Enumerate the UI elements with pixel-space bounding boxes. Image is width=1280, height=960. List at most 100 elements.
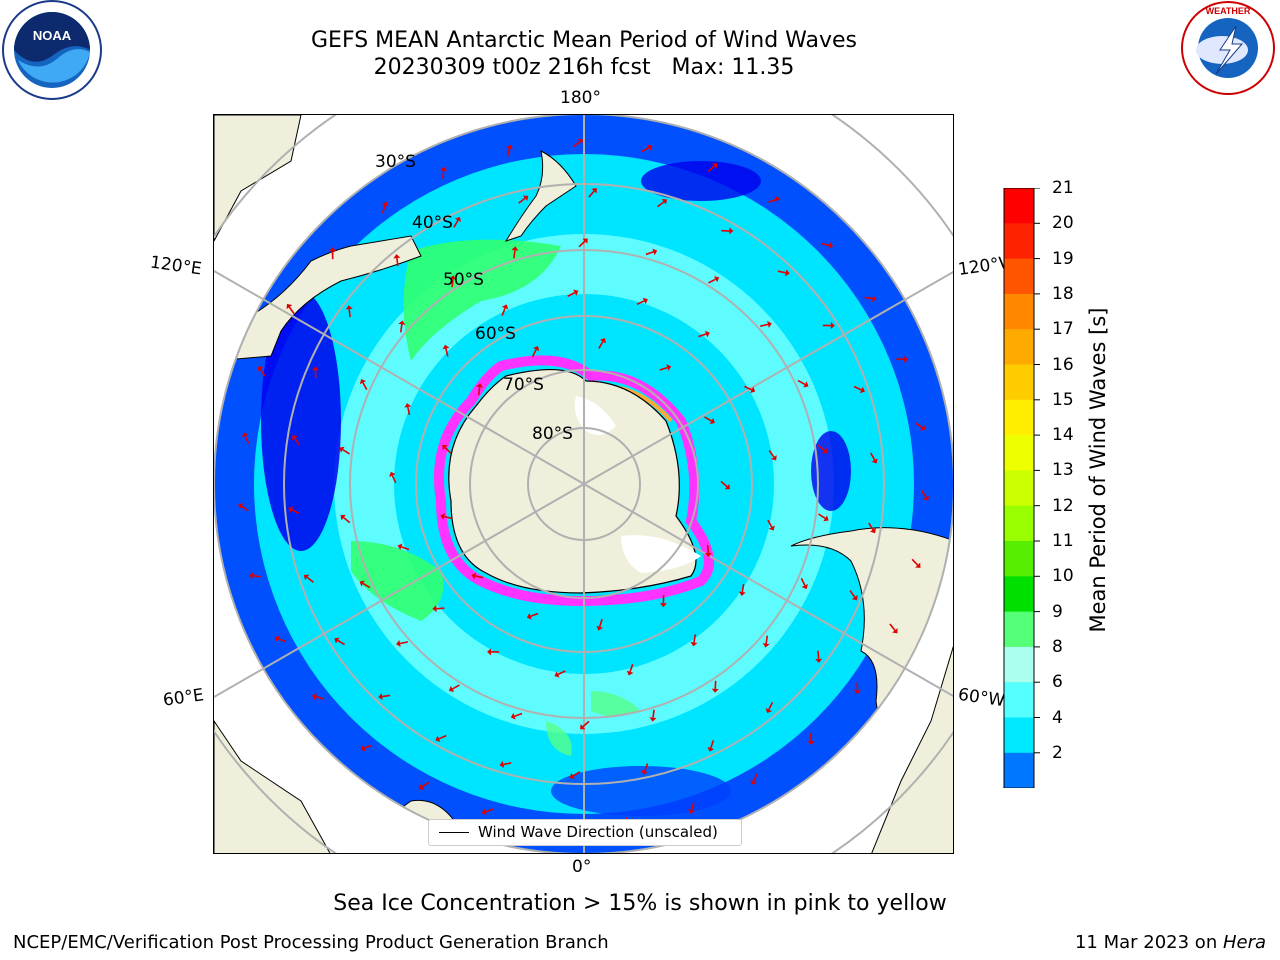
wave-arrow-shaft xyxy=(598,618,603,628)
wave-arrow-shaft xyxy=(911,558,919,566)
polar-map-svg xyxy=(214,115,953,853)
wave-arrow-head xyxy=(709,417,715,424)
wave-arrow-head xyxy=(389,471,396,478)
colorbar-segment xyxy=(1004,752,1034,788)
wave-arrow-shaft xyxy=(477,387,481,396)
wave-arrow-shaft xyxy=(864,296,873,300)
wave-arrow-head xyxy=(762,643,770,648)
lon-label-60w: 60°W xyxy=(956,684,1007,712)
colorbar-segment xyxy=(1004,611,1034,648)
colorbar-segment xyxy=(1004,364,1034,401)
lon-label-60e: 60°E xyxy=(161,685,206,711)
wave-arrow-head xyxy=(242,432,249,438)
wave-arrow-head xyxy=(397,543,403,551)
wave-arrow-head xyxy=(738,591,746,596)
colorbar-segment xyxy=(1004,293,1034,330)
wave-arrow-head xyxy=(398,320,406,325)
colorbar-tick-label: 20 xyxy=(1052,213,1074,234)
colorbar-segment xyxy=(1004,188,1034,224)
wave-arrow-shaft xyxy=(817,444,825,452)
wave-arrow-shaft xyxy=(853,385,862,391)
map-legend: Wind Wave Direction (unscaled) xyxy=(428,819,742,846)
wave-arrow-head xyxy=(257,366,264,372)
wave-arrow-head xyxy=(340,514,346,521)
colorbar-segment xyxy=(1004,435,1034,471)
colorbar-segment xyxy=(1004,399,1034,436)
wave-arrow-head xyxy=(312,366,320,371)
wave-arrow-head xyxy=(378,693,383,701)
colorbar-tick-label: 14 xyxy=(1052,425,1074,446)
wave-arrow-head xyxy=(291,435,298,441)
wave-arrow-head xyxy=(821,447,828,454)
wave-arrow-shaft xyxy=(752,773,758,782)
wave-arrow-shaft xyxy=(241,505,249,512)
wave-arrow-shaft xyxy=(849,590,856,598)
wave-arrow-shaft xyxy=(513,250,516,259)
wave-arrow-shaft xyxy=(744,385,752,391)
wave-arrow-shaft xyxy=(710,740,715,749)
wave-arrow-head xyxy=(724,483,731,490)
colorbar-tick-label: 12 xyxy=(1052,495,1074,516)
wave-arrow-head xyxy=(801,583,809,590)
wave-arrow-head xyxy=(823,515,829,522)
map-title: GEFS MEAN Antarctic Mean Period of Wind … xyxy=(311,28,857,53)
lat-label-80s: 80°S xyxy=(532,424,573,444)
wave-arrow-shaft xyxy=(252,574,261,578)
wave-arrow-head xyxy=(915,562,921,568)
wave-arrow-shaft xyxy=(518,197,526,204)
wave-arrow-shaft xyxy=(797,379,806,386)
wave-arrow-head xyxy=(448,685,455,692)
wave-arrow-shaft xyxy=(572,771,581,777)
wave-arrow-head xyxy=(440,166,448,171)
wave-arrow-head xyxy=(499,761,505,768)
wave-arrow-shaft xyxy=(401,546,410,551)
wave-arrow-head xyxy=(707,746,715,752)
noaa-logo: NOAA xyxy=(2,0,102,100)
wave-arrow-shaft xyxy=(921,490,927,498)
lat-label-60s: 60°S xyxy=(475,324,516,344)
wave-arrow-head xyxy=(522,195,529,202)
wave-arrow-shaft xyxy=(707,165,715,173)
wave-arrow-shaft xyxy=(704,416,712,422)
wave-arrow-head xyxy=(506,144,513,150)
wave-arrow-shaft xyxy=(342,449,350,455)
colorbar xyxy=(1003,188,1040,788)
ice-shelf-ross xyxy=(574,396,616,435)
wave-arrow-shaft xyxy=(421,781,430,788)
wave-arrow-head xyxy=(526,613,532,620)
wave-arrow-head xyxy=(765,707,772,714)
wave-arrow-head xyxy=(442,344,450,350)
wave-arrow-head xyxy=(652,248,658,256)
wave-arrow-shaft xyxy=(382,694,391,698)
wave-arrow-head xyxy=(591,188,597,194)
wave-arrow-head xyxy=(815,658,823,663)
wave-arrow-shaft xyxy=(641,146,650,153)
wave-arrow-head xyxy=(659,603,667,608)
wave-arrow-head xyxy=(449,275,457,280)
wave-arrow-shaft xyxy=(573,141,581,148)
wave-arrow-shaft xyxy=(629,663,634,673)
wave-arrow-head xyxy=(435,735,441,743)
wave-arrow-shaft xyxy=(348,309,351,318)
wave-arrow-head xyxy=(396,640,401,647)
wave-arrow-shaft xyxy=(399,641,409,645)
wave-arrow-shaft xyxy=(315,695,324,700)
wave-arrow-shaft xyxy=(530,612,539,618)
wave-arrow-head xyxy=(785,269,790,277)
colorbar-segment xyxy=(1004,646,1034,683)
legend-label: Wind Wave Direction (unscaled) xyxy=(478,823,718,841)
colorbar-segment xyxy=(1004,682,1034,718)
colorbar-tick-label: 15 xyxy=(1052,389,1074,410)
colorbar-tick-label: 21 xyxy=(1052,178,1074,198)
wave-arrow-head xyxy=(440,513,446,520)
wave-arrow-shaft xyxy=(698,333,707,338)
colorbar-tick-label: 10 xyxy=(1052,566,1074,587)
wave-arrow-shaft xyxy=(557,670,566,676)
wave-arrow-head xyxy=(359,379,367,385)
wave-arrow-head xyxy=(238,503,244,510)
wave-arrow-shaft xyxy=(244,435,250,444)
wave-arrow-shaft xyxy=(277,638,287,643)
wave-arrow-shaft xyxy=(765,635,769,644)
wave-arrow-head xyxy=(573,289,579,296)
colorbar-tick-label: 9 xyxy=(1052,601,1063,622)
